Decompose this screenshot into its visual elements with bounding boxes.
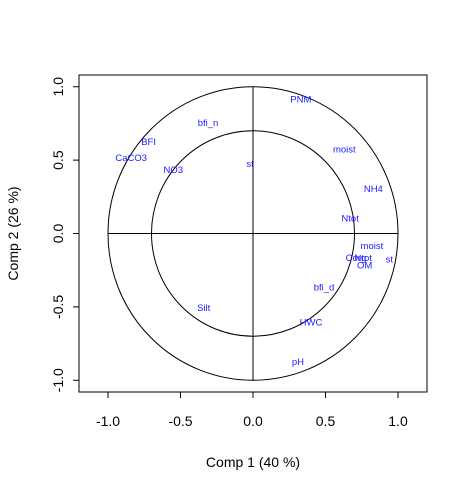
variable-labels: PNMbfi_nmoistBFICaCO3stNO3NH4NtotmoistCo…	[115, 94, 393, 368]
y-tick-label: 0.0	[50, 224, 66, 244]
reference-lines	[108, 86, 398, 381]
y-axis: -1.0 -0.5 0.0 0.5 1.0	[50, 77, 79, 392]
variable-label-no3: NO3	[163, 165, 183, 176]
variable-label-pnm: PNM	[290, 94, 311, 105]
x-tick-label: -1.0	[96, 413, 120, 429]
variable-label-st: st	[246, 159, 254, 170]
variable-label-ntot: Ntot	[354, 253, 372, 264]
variable-label-corg: Corg	[346, 253, 367, 264]
x-tick-label: 1.0	[388, 413, 408, 429]
y-tick-label: 0.5	[50, 150, 66, 170]
x-axis: -1.0 -0.5 0.0 0.5 1.0	[96, 392, 408, 429]
y-axis-label: Comp 2 (26 %)	[5, 186, 21, 280]
variable-label-ph: pH	[292, 357, 304, 368]
variable-label-moist: moist	[333, 144, 356, 155]
variable-label-om: OM	[357, 260, 372, 271]
variable-label-ntot: Ntot	[341, 213, 359, 224]
variable-label-hwc: HWC	[300, 318, 323, 329]
variable-label-bfi-d: bfi_d	[314, 282, 335, 293]
y-tick-label: -1.0	[50, 368, 66, 392]
y-tick-label: -0.5	[50, 295, 66, 319]
y-tick-label: 1.0	[50, 77, 66, 97]
variable-label-bfi-n: bfi_n	[198, 118, 219, 129]
x-axis-label: Comp 1 (40 %)	[206, 454, 300, 470]
variable-label-bfi: BFI	[141, 137, 156, 148]
variable-label-moist: moist	[361, 241, 384, 252]
variable-label-st: st	[386, 254, 394, 265]
variable-label-nh4: NH4	[364, 184, 383, 195]
x-tick-label: -0.5	[168, 413, 192, 429]
variable-label-silt: Silt	[197, 303, 211, 314]
x-tick-label: 0.0	[243, 413, 263, 429]
x-tick-label: 0.5	[316, 413, 336, 429]
variable-label-caco3: CaCO3	[115, 153, 147, 164]
